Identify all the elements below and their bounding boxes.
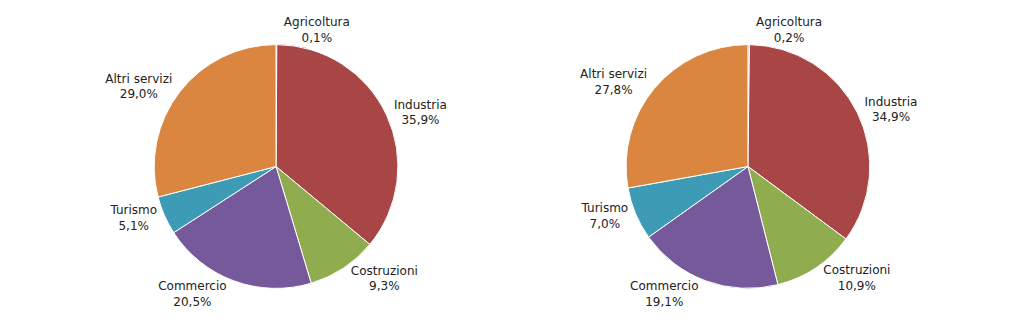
svg-text:Turismo7,0%: Turismo7,0% xyxy=(581,201,629,231)
svg-text:Agricoltura0,2%: Agricoltura0,2% xyxy=(756,15,822,45)
svg-text:Altri servizi27,8%: Altri servizi27,8% xyxy=(580,67,647,97)
svg-text:Industria34,9%: Industria34,9% xyxy=(865,95,918,125)
svg-text:Commercio19,1%: Commercio19,1% xyxy=(630,279,698,309)
svg-text:Industria35,9%: Industria35,9% xyxy=(394,98,447,128)
svg-text:Commercio20,5%: Commercio20,5% xyxy=(158,279,226,309)
svg-text:Costruzioni10,9%: Costruzioni10,9% xyxy=(823,263,890,293)
svg-text:Agricoltura0,1%: Agricoltura0,1% xyxy=(284,15,350,45)
svg-text:Altri servizi29,0%: Altri servizi29,0% xyxy=(105,72,172,102)
svg-text:Turismo5,1%: Turismo5,1% xyxy=(109,203,157,233)
svg-text:Costruzioni9,3%: Costruzioni9,3% xyxy=(351,264,418,294)
